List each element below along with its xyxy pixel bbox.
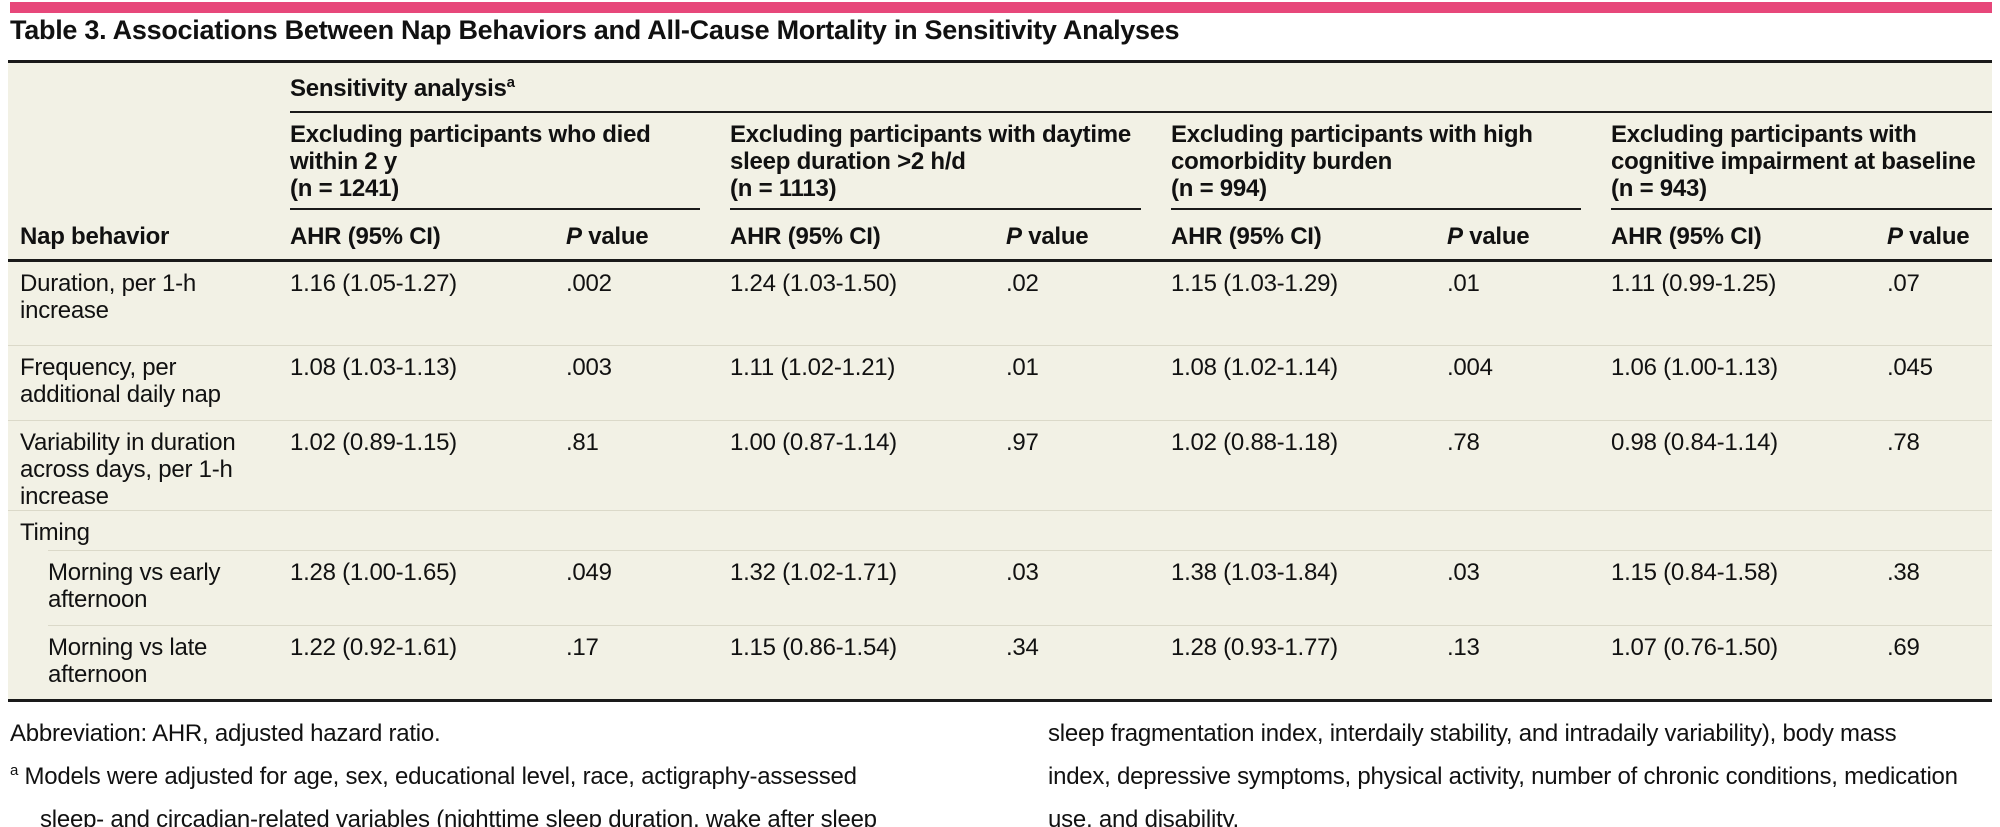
ahr-value: 1.28 (0.93-1.77) bbox=[1171, 634, 1338, 661]
results-table: Sensitivity analysisa Excluding particip… bbox=[8, 60, 1992, 702]
accent-bar bbox=[10, 2, 1992, 13]
column-group-header: Excluding participants with cognitive im… bbox=[1611, 113, 1992, 210]
ahr-value: 1.02 (0.89-1.15) bbox=[290, 429, 457, 456]
table-row-frequency: Frequency, per additional daily nap 1.08… bbox=[8, 346, 1992, 421]
footer-left-column: Abbreviation: AHR, adjusted hazard ratio… bbox=[10, 712, 892, 827]
row-label: Variability in duration across days, per… bbox=[20, 429, 236, 510]
row-label: Frequency, per additional daily nap bbox=[20, 354, 221, 408]
p-value: .045 bbox=[1887, 354, 1933, 381]
ahr-value: 1.15 (0.86-1.54) bbox=[730, 634, 897, 661]
ahr-value: 1.08 (1.02-1.14) bbox=[1171, 354, 1338, 381]
ahr-value: 1.11 (1.02-1.21) bbox=[730, 354, 896, 381]
column-group-daytime-sleep: Excluding participants with daytime slee… bbox=[730, 113, 1171, 210]
p-value: .003 bbox=[566, 354, 612, 381]
p-value: .01 bbox=[1447, 270, 1480, 297]
ahr-value: 1.00 (0.87-1.14) bbox=[730, 429, 897, 456]
spanner-stub bbox=[8, 63, 290, 113]
column-group-cognitive-impairment: Excluding participants with cognitive im… bbox=[1611, 113, 1992, 210]
p-value: .002 bbox=[566, 270, 612, 297]
column-group-header: Excluding participants who died within 2… bbox=[290, 113, 700, 210]
table-row-morning-vs-early-afternoon: Morning vs early afternoon 1.28 (1.00-1.… bbox=[8, 551, 1992, 626]
ahr-value: 1.08 (1.03-1.13) bbox=[290, 354, 457, 381]
table-title: Table 3. Associations Between Nap Behavi… bbox=[10, 15, 1180, 45]
table-footer: Abbreviation: AHR, adjusted hazard ratio… bbox=[10, 712, 1960, 827]
column-groups-row: Excluding participants who died within 2… bbox=[8, 113, 1992, 210]
table-row-variability: Variability in duration across days, per… bbox=[8, 421, 1992, 511]
ahr-header: AHR (95% CI) bbox=[1171, 223, 1322, 250]
table-row-morning-vs-late-afternoon: Morning vs late afternoon 1.22 (0.92-1.6… bbox=[8, 626, 1992, 699]
pvalue-header: P value bbox=[566, 223, 649, 250]
p-value: .049 bbox=[566, 559, 612, 586]
column-group-died-within-2y: Excluding participants who died within 2… bbox=[290, 113, 730, 210]
group-title: Excluding participants with high comorbi… bbox=[1171, 121, 1533, 175]
spanner-row: Sensitivity analysisa bbox=[8, 63, 1992, 113]
spanner-footnote-marker: a bbox=[506, 74, 515, 91]
group-sample-size: (n = 943) bbox=[1611, 175, 1707, 202]
ahr-value: 1.07 (0.76-1.50) bbox=[1611, 634, 1778, 661]
ahr-value: 1.06 (1.00-1.13) bbox=[1611, 354, 1778, 381]
pvalue-header: P value bbox=[1006, 223, 1089, 250]
ahr-value: 1.38 (1.03-1.84) bbox=[1171, 559, 1338, 586]
footnote-a-left: a Models were adjusted for age, sex, edu… bbox=[10, 762, 877, 827]
ahr-value: 1.22 (0.92-1.61) bbox=[290, 634, 457, 661]
group-title: Excluding participants who died within 2… bbox=[290, 121, 651, 175]
ahr-value: 1.28 (1.00-1.65) bbox=[290, 559, 457, 586]
ahr-value: 1.15 (0.84-1.58) bbox=[1611, 559, 1778, 586]
p-value: .81 bbox=[566, 429, 599, 456]
ahr-header: AHR (95% CI) bbox=[1611, 223, 1762, 250]
section-label: Timing bbox=[20, 519, 90, 546]
p-value: .07 bbox=[1887, 270, 1920, 297]
p-value: .004 bbox=[1447, 354, 1493, 381]
pvalue-header: P value bbox=[1447, 223, 1530, 250]
spanner-label: Sensitivity analysis bbox=[290, 75, 507, 102]
p-value: .34 bbox=[1006, 634, 1039, 661]
ahr-value: 1.02 (0.88-1.18) bbox=[1171, 429, 1338, 456]
p-value: .13 bbox=[1447, 634, 1480, 661]
ahr-value: 1.32 (1.02-1.71) bbox=[730, 559, 897, 586]
group-title: Excluding participants with cognitive im… bbox=[1611, 121, 1976, 175]
column-group-comorbidity: Excluding participants with high comorbi… bbox=[1171, 113, 1611, 210]
ahr-value: 1.15 (1.03-1.29) bbox=[1171, 270, 1338, 297]
group-sample-size: (n = 1241) bbox=[290, 175, 399, 202]
row-label: Morning vs early afternoon bbox=[48, 559, 221, 613]
p-value: .78 bbox=[1887, 429, 1920, 456]
footnote-a-right: sleep fragmentation index, interdaily st… bbox=[1048, 720, 1958, 827]
column-group-header: Excluding participants with daytime slee… bbox=[730, 113, 1141, 210]
group-title: Excluding participants with daytime slee… bbox=[730, 121, 1132, 175]
p-value: .97 bbox=[1006, 429, 1039, 456]
group-sample-size: (n = 994) bbox=[1171, 175, 1267, 202]
p-value: .02 bbox=[1006, 270, 1039, 297]
footnote-marker: a bbox=[10, 762, 19, 779]
row-label: Morning vs late afternoon bbox=[48, 634, 208, 688]
p-value: .69 bbox=[1887, 634, 1920, 661]
row-label-header: Nap behavior bbox=[20, 223, 170, 250]
p-value: .38 bbox=[1887, 559, 1920, 586]
p-value: .78 bbox=[1447, 429, 1480, 456]
footer-right-column: sleep fragmentation index, interdaily st… bbox=[1048, 712, 1960, 827]
p-value: .01 bbox=[1006, 354, 1039, 381]
abbreviation-note: Abbreviation: AHR, adjusted hazard ratio… bbox=[10, 720, 441, 747]
ahr-value: 0.98 (0.84-1.14) bbox=[1611, 429, 1778, 456]
group-sample-size: (n = 1113) bbox=[730, 175, 837, 202]
ahr-header: AHR (95% CI) bbox=[730, 223, 881, 250]
pvalue-header: P value bbox=[1887, 223, 1970, 250]
ahr-value: 1.11 (0.99-1.25) bbox=[1611, 270, 1777, 297]
row-label: Duration, per 1-h increase bbox=[20, 270, 197, 324]
p-value: .03 bbox=[1447, 559, 1480, 586]
spanner-cell: Sensitivity analysisa bbox=[290, 63, 1992, 113]
column-group-header: Excluding participants with high comorbi… bbox=[1171, 113, 1581, 210]
column-headers-row: Nap behavior AHR (95% CI) P value AHR (9… bbox=[8, 210, 1992, 262]
ahr-value: 1.24 (1.03-1.50) bbox=[730, 270, 897, 297]
p-value: .03 bbox=[1006, 559, 1039, 586]
groups-stub bbox=[8, 113, 290, 210]
table-row-duration: Duration, per 1-h increase 1.16 (1.05-1.… bbox=[8, 262, 1992, 346]
table-row-timing-section: Timing bbox=[8, 511, 1992, 551]
p-value: .17 bbox=[566, 634, 599, 661]
ahr-value: 1.16 (1.05-1.27) bbox=[290, 270, 457, 297]
ahr-header: AHR (95% CI) bbox=[290, 223, 441, 250]
